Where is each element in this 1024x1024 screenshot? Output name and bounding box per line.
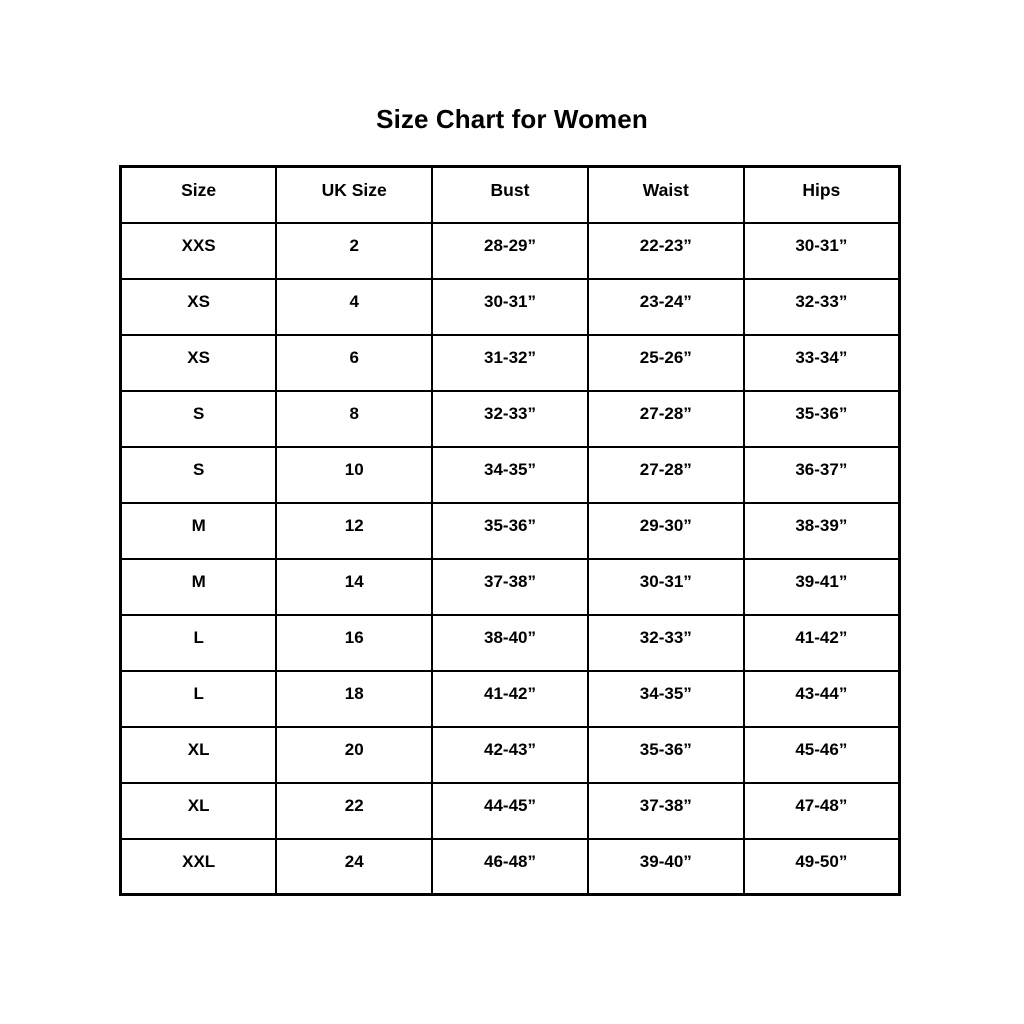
cell-hips: 30-31” — [742, 221, 901, 280]
cell-bust: 38-40” — [431, 613, 589, 672]
cell-size: XL — [119, 781, 278, 840]
cell-size: L — [119, 613, 278, 672]
cell-hips: 36-37” — [742, 445, 901, 504]
cell-waist: 30-31” — [586, 557, 745, 616]
cell-waist: 29-30” — [586, 501, 745, 560]
cell-waist: 37-38” — [586, 781, 745, 840]
cell-waist: 35-36” — [586, 725, 745, 784]
cell-size: XL — [119, 725, 278, 784]
table-header: Size UK Size Bust Waist Hips — [119, 165, 901, 224]
table-row: S 8 32-33” 27-28” 35-36” — [119, 389, 901, 448]
cell-uk-size: 14 — [275, 557, 434, 616]
cell-uk-size: 2 — [275, 221, 434, 280]
cell-bust: 35-36” — [431, 501, 589, 560]
column-header-bust: Bust — [431, 165, 589, 224]
cell-size: S — [119, 445, 278, 504]
cell-bust: 44-45” — [431, 781, 589, 840]
cell-bust: 34-35” — [431, 445, 589, 504]
cell-size: S — [119, 389, 278, 448]
cell-waist: 22-23” — [586, 221, 745, 280]
cell-bust: 28-29” — [431, 221, 589, 280]
cell-size: L — [119, 669, 278, 728]
cell-hips: 39-41” — [742, 557, 901, 616]
cell-uk-size: 22 — [275, 781, 434, 840]
cell-uk-size: 10 — [275, 445, 434, 504]
cell-hips: 43-44” — [742, 669, 901, 728]
cell-uk-size: 24 — [275, 837, 434, 896]
cell-hips: 32-33” — [742, 277, 901, 336]
cell-bust: 41-42” — [431, 669, 589, 728]
column-header-uk-size: UK Size — [275, 165, 434, 224]
cell-uk-size: 6 — [275, 333, 434, 392]
cell-waist: 32-33” — [586, 613, 745, 672]
cell-uk-size: 4 — [275, 277, 434, 336]
table-header-row: Size UK Size Bust Waist Hips — [119, 165, 901, 224]
cell-hips: 35-36” — [742, 389, 901, 448]
table-row: XS 6 31-32” 25-26” 33-34” — [119, 333, 901, 392]
cell-hips: 47-48” — [742, 781, 901, 840]
size-chart-table: Size UK Size Bust Waist Hips XXS 2 28-29… — [119, 165, 901, 896]
cell-hips: 33-34” — [742, 333, 901, 392]
table-row: XL 20 42-43” 35-36” 45-46” — [119, 725, 901, 784]
cell-size: M — [119, 557, 278, 616]
table-row: L 18 41-42” 34-35” 43-44” — [119, 669, 901, 728]
cell-size: XS — [119, 277, 278, 336]
cell-bust: 31-32” — [431, 333, 589, 392]
table-row: XXS 2 28-29” 22-23” 30-31” — [119, 221, 901, 280]
column-header-waist: Waist — [586, 165, 745, 224]
cell-hips: 38-39” — [742, 501, 901, 560]
cell-waist: 27-28” — [586, 389, 745, 448]
cell-bust: 37-38” — [431, 557, 589, 616]
column-header-hips: Hips — [742, 165, 901, 224]
column-header-size: Size — [119, 165, 278, 224]
cell-size: XS — [119, 333, 278, 392]
table-body: XXS 2 28-29” 22-23” 30-31” XS 4 30-31” 2… — [119, 221, 901, 896]
table-row: M 14 37-38” 30-31” 39-41” — [119, 557, 901, 616]
cell-size: XXS — [119, 221, 278, 280]
cell-bust: 32-33” — [431, 389, 589, 448]
cell-uk-size: 20 — [275, 725, 434, 784]
cell-bust: 30-31” — [431, 277, 589, 336]
cell-uk-size: 12 — [275, 501, 434, 560]
cell-hips: 45-46” — [742, 725, 901, 784]
table-row: L 16 38-40” 32-33” 41-42” — [119, 613, 901, 672]
cell-hips: 41-42” — [742, 613, 901, 672]
cell-uk-size: 18 — [275, 669, 434, 728]
cell-waist: 27-28” — [586, 445, 745, 504]
cell-bust: 42-43” — [431, 725, 589, 784]
table-row: S 10 34-35” 27-28” 36-37” — [119, 445, 901, 504]
cell-uk-size: 8 — [275, 389, 434, 448]
table-row: XL 22 44-45” 37-38” 47-48” — [119, 781, 901, 840]
cell-waist: 39-40” — [586, 837, 745, 896]
table-row: XS 4 30-31” 23-24” 32-33” — [119, 277, 901, 336]
cell-bust: 46-48” — [431, 837, 589, 896]
page-title: Size Chart for Women — [376, 104, 648, 134]
cell-waist: 34-35” — [586, 669, 745, 728]
cell-size: XXL — [119, 837, 278, 896]
cell-size: M — [119, 501, 278, 560]
size-table-container: Size UK Size Bust Waist Hips XXS 2 28-29… — [119, 165, 901, 896]
cell-hips: 49-50” — [742, 837, 901, 896]
table-row: XXL 24 46-48” 39-40” 49-50” — [119, 837, 901, 896]
cell-uk-size: 16 — [275, 613, 434, 672]
cell-waist: 23-24” — [586, 277, 745, 336]
cell-waist: 25-26” — [586, 333, 745, 392]
table-row: M 12 35-36” 29-30” 38-39” — [119, 501, 901, 560]
